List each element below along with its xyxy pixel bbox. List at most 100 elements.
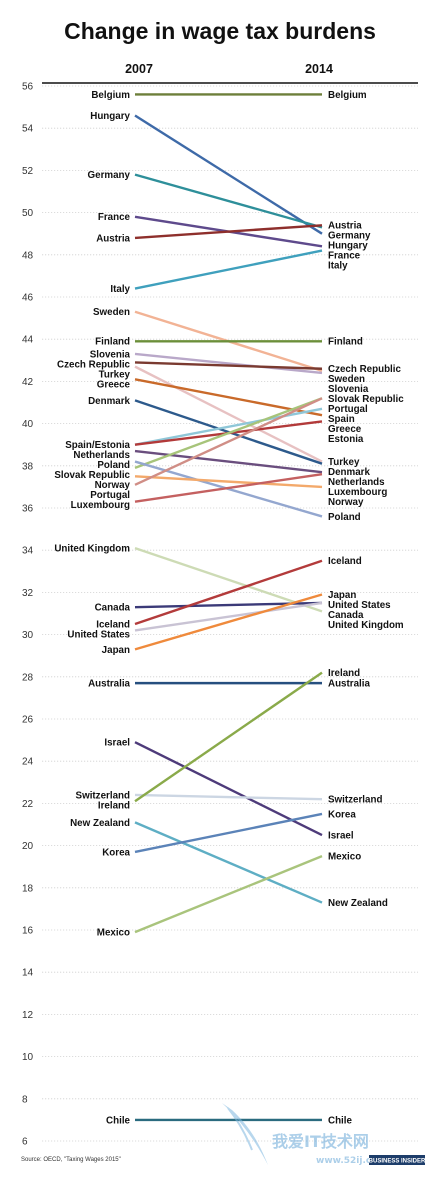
y-tick-label-36: 36 [22,504,34,515]
left-label-italy: Italy [110,284,130,295]
y-tick-label-56: 56 [22,82,34,93]
series-line-korea [134,812,323,854]
series-line-portugal [134,397,323,486]
series-line-hungary [134,114,323,235]
left-label-united-states: United States [67,629,130,640]
right-label-portugal: Portugal [328,404,368,415]
y-tick-label-46: 46 [22,293,34,304]
right-label-korea: Korea [328,809,356,820]
right-label-israel: Israel [328,830,354,841]
left-label-france: France [98,212,131,223]
source-note: Source: OECD, "Taxing Wages 2015" [21,1157,121,1163]
y-tick-label-18: 18 [22,883,34,894]
left-label-austria: Austria [96,233,130,244]
y-tick-label-52: 52 [22,166,34,177]
brand-logo-text: BUSINESS INSIDER [369,1158,426,1164]
left-label-korea: Korea [102,847,130,858]
right-label-denmark: Denmark [328,467,370,478]
series-line-ireland [134,671,323,803]
left-label-israel: Israel [104,738,130,749]
y-tick-label-38: 38 [22,461,34,472]
series-line-norway [134,475,323,489]
left-label-luxembourg: Luxembourg [71,500,130,511]
right-label-united-states: United States [328,600,391,611]
right-label-spain: Spain [328,414,355,425]
left-label-norway: Norway [95,480,131,491]
series-line-switzerland [134,793,323,801]
left-label-germany: Germany [88,170,131,181]
left-label-denmark: Denmark [88,396,130,407]
y-tick-label-14: 14 [22,968,34,979]
year-label-2014: 2014 [305,62,333,76]
left-label-hungary: Hungary [90,111,130,122]
series-line-iceland [134,559,323,626]
right-label-slovak-republic: Slovak Republic [328,394,404,405]
watermark-text: 我爱IT技术网 [272,1132,369,1151]
left-label-slovak-republic: Slovak Republic [54,470,130,481]
right-label-united-kingdom: United Kingdom [328,620,404,631]
right-label-norway: Norway [328,497,364,508]
right-label-luxembourg: Luxembourg [328,487,387,498]
left-label-japan: Japan [102,645,130,656]
right-label-canada: Canada [328,610,364,621]
series-line-israel [134,741,323,837]
y-tick-label-28: 28 [22,672,34,683]
right-label-hungary: Hungary [328,241,368,252]
left-label-finland: Finland [95,337,130,348]
y-tick-label-40: 40 [22,419,34,430]
right-label-netherlands: Netherlands [328,477,385,488]
series-line-slovenia [134,352,323,375]
y-axis-ticks: 56 54 52 50 48 46 44 42 40 38 36 34 32 30 28 26 24 22 20 18… [22,82,34,1148]
right-label-greece: Greece [328,424,362,435]
right-label-ireland: Ireland [328,668,360,679]
y-tick-label-24: 24 [22,757,34,768]
left-label-poland: Poland [97,460,130,471]
left-label-switzerland: Switzerland [76,790,130,801]
series-line-new-zealand [134,821,323,904]
series-line-spain [134,407,323,446]
y-tick-label-20: 20 [22,841,34,852]
right-label-sweden: Sweden [328,374,365,385]
y-tick-label-48: 48 [22,250,34,261]
left-label-portugal: Portugal [90,490,130,501]
series-line-netherlands [134,449,323,474]
series-line-turkey [134,365,323,463]
series-line-united-states [134,601,323,632]
series-line-germany [134,173,323,229]
left-label-australia: Australia [88,679,130,690]
left-label-czech-republic: Czech Republic [57,359,130,370]
left-label-iceland: Iceland [96,619,130,630]
chart-title: Change in wage tax burdens [64,18,376,44]
series-line-mexico [134,855,323,934]
right-label-turkey: Turkey [328,457,360,468]
series-line-slovak-republic [134,397,323,470]
series-lines [134,93,323,1122]
y-tick-label-54: 54 [22,124,34,135]
left-label-new-zealand: New Zealand [70,818,130,829]
series-line-austria [134,224,323,240]
y-tick-label-44: 44 [22,335,34,346]
brand-badge [369,1155,425,1165]
year-label-2007: 2007 [125,62,153,76]
y-tick-label-32: 32 [22,588,34,599]
y-tick-label-10: 10 [22,1052,34,1063]
right-label-iceland: Iceland [328,556,362,567]
left-label-canada: Canada [95,603,131,614]
left-label-mexico: Mexico [97,928,130,939]
right-label-belgium: Belgium [328,90,367,101]
right-label-slovenia: Slovenia [328,384,369,395]
y-tick-label-26: 26 [22,715,34,726]
watermark-url: www.52ij.com [316,1156,387,1166]
y-tick-label-42: 42 [22,377,34,388]
y-tick-label-16: 16 [22,926,34,937]
y-tick-label-8: 8 [22,1094,28,1105]
y-tick-label-12: 12 [22,1010,34,1021]
left-label-turkey: Turkey [99,369,131,380]
left-label-slovenia: Slovenia [90,349,131,360]
left-label-united-kingdom: United Kingdom [54,543,130,554]
y-tick-label-34: 34 [22,546,34,557]
watermark: 我爱IT技术网 www.52ij.com [222,1103,387,1166]
left-label-belgium: Belgium [91,90,130,101]
